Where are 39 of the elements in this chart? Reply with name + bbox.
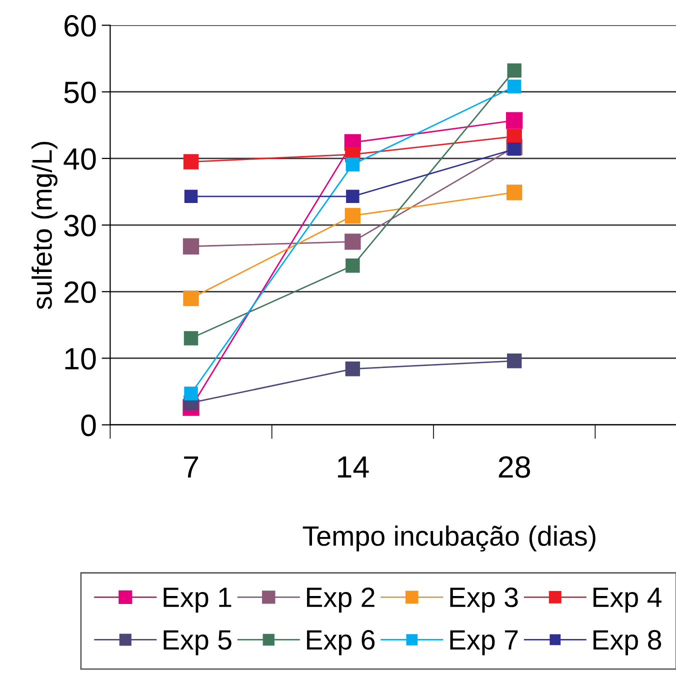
y-tick-label: 20: [64, 281, 96, 304]
legend-label: Exp 4: [594, 588, 662, 613]
point: [506, 184, 522, 200]
legend-label: Exp 8: [594, 630, 662, 656]
x-tick-label: 28: [498, 456, 530, 478]
y-tick-label: 0: [81, 414, 96, 436]
y-tick-label: 30: [64, 214, 96, 236]
point: [506, 112, 523, 129]
y-tick-label: 60: [64, 15, 96, 37]
legend-label: Exp 5: [164, 630, 232, 656]
point: [184, 190, 198, 204]
y-axis-title: sulfeto (mg/L): [32, 142, 58, 310]
point: [508, 142, 521, 156]
legend-label: Exp 2: [307, 588, 374, 613]
point: [183, 290, 199, 306]
x-tick-label: 7: [184, 456, 198, 478]
legend-label: Exp 6: [307, 630, 375, 656]
point: [182, 238, 200, 254]
y-tick-label: 40: [64, 148, 96, 170]
y-tick-label: 50: [64, 82, 96, 104]
legend-label: Exp 7: [450, 630, 518, 656]
point: [344, 208, 361, 224]
point: [507, 63, 522, 78]
point: [346, 258, 360, 273]
y-tick-label: 10: [65, 348, 96, 370]
x-axis-title: Tempo incubação (dias): [302, 526, 596, 552]
point: [506, 354, 522, 368]
point: [344, 234, 361, 250]
point: [507, 80, 522, 94]
point: [184, 386, 198, 400]
point: [346, 158, 360, 172]
point: [506, 128, 522, 144]
point: [346, 190, 360, 204]
point: [184, 331, 198, 346]
x-tick-label: 14: [338, 456, 369, 478]
legend-label: Exp 3: [450, 588, 518, 613]
point: [345, 362, 360, 376]
point: [183, 154, 199, 170]
legend-label: Exp 1: [164, 588, 232, 613]
